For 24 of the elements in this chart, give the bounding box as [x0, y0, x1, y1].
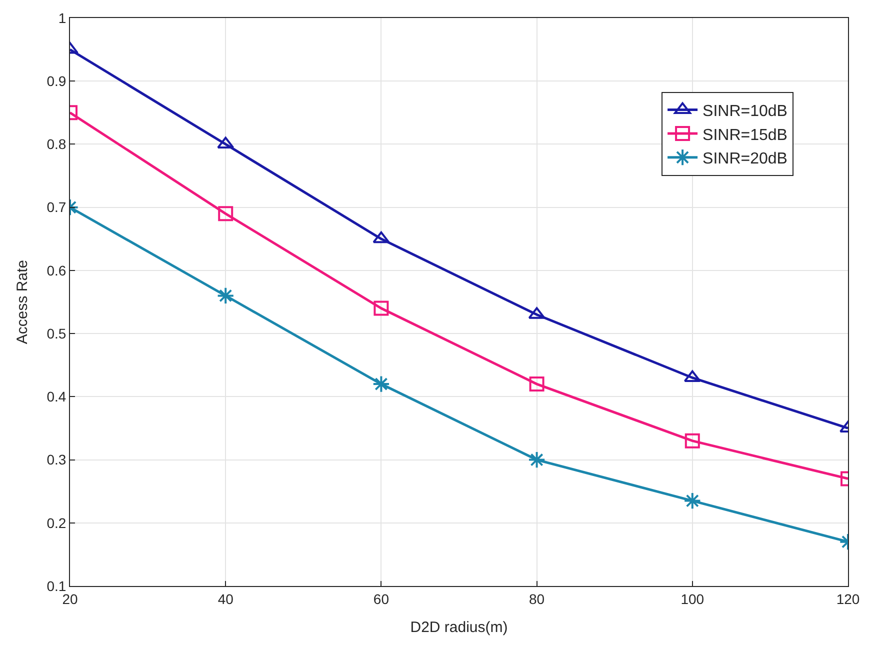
y-tick-label: 0.2 — [46, 514, 66, 531]
point — [528, 450, 546, 469]
y-tick-label: 0.9 — [46, 73, 66, 90]
point — [374, 300, 389, 316]
x-axis-title: D2D radius(m) — [410, 618, 508, 636]
y-tick-label: 0.5 — [46, 325, 66, 342]
point — [529, 376, 544, 392]
y-tick-label: 0.6 — [46, 262, 66, 278]
point — [372, 231, 390, 244]
y-tick-label: 0.7 — [46, 199, 66, 216]
x-tick-label: 40 — [218, 590, 234, 607]
legend-label: SINR=15dB — [702, 126, 788, 144]
y-tick-label: 0.4 — [46, 388, 66, 405]
point — [372, 375, 390, 393]
y-tick-label: 0.3 — [46, 452, 66, 468]
y-tick-label: 0.8 — [46, 136, 66, 152]
x-tick-label: 80 — [529, 590, 545, 607]
legend-label: SINR=20dB — [702, 150, 788, 168]
x-tick-label: 120 — [836, 590, 860, 607]
y-tick-label: 1 — [58, 10, 66, 26]
legend-label: SINR=10dB — [702, 102, 788, 120]
y-axis-title: Access Rate — [14, 260, 31, 344]
x-tick-label: 100 — [680, 590, 704, 607]
x-tick-label: 60 — [373, 590, 390, 607]
